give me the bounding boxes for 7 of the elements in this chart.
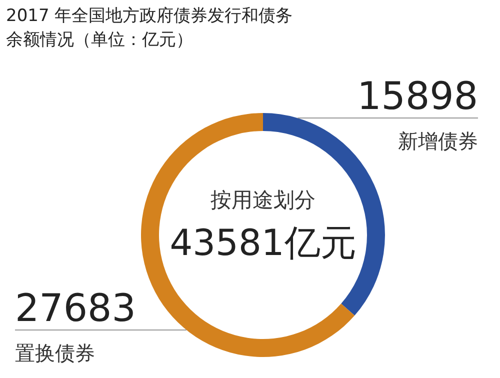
annotation: 按用途划分	[210, 188, 316, 212]
title: 2017 年全国地方政府债券发行和债务余额情况（单位：亿元）	[6, 5, 294, 52]
value-label: 15898	[357, 74, 478, 118]
annotation: 43581亿元	[170, 223, 356, 264]
category-label: 新增债券	[398, 129, 478, 153]
value-label: 27683	[15, 286, 136, 330]
category-label: 置换债券	[15, 341, 95, 365]
